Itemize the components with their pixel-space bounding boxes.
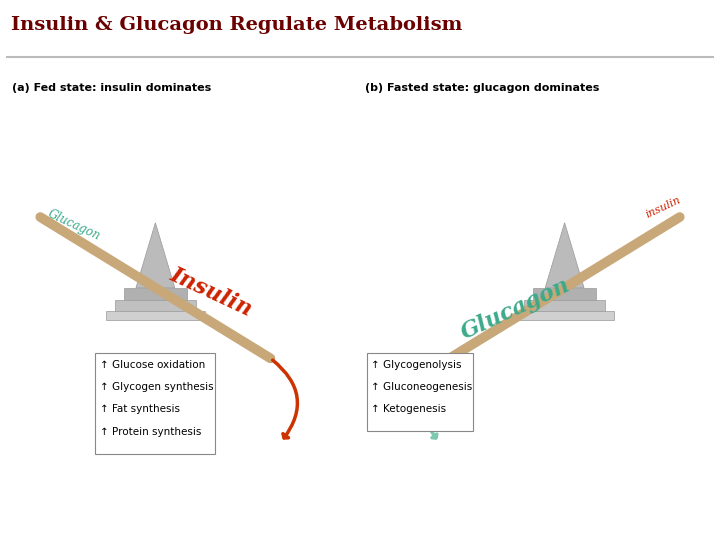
Bar (124, 288, 187, 301)
Text: Glucagon: Glucagon (458, 275, 574, 345)
Text: insulin: insulin (644, 194, 682, 219)
Bar (114, 300, 196, 312)
Text: Insulin & Glucagon Regulate Metabolism: Insulin & Glucagon Regulate Metabolism (11, 16, 462, 34)
Text: (b) Fasted state: glucagon dominates: (b) Fasted state: glucagon dominates (365, 83, 600, 93)
Polygon shape (136, 222, 175, 288)
Text: ↑ Fat synthesis: ↑ Fat synthesis (99, 404, 179, 414)
Bar (106, 311, 204, 320)
Bar (524, 300, 606, 312)
Text: Glucagon: Glucagon (45, 207, 102, 244)
Text: ↑ Glucose oxidation: ↑ Glucose oxidation (99, 360, 205, 370)
Bar (516, 311, 614, 320)
Text: ↑ Glycogen synthesis: ↑ Glycogen synthesis (99, 382, 213, 392)
Text: (a) Fed state: insulin dominates: (a) Fed state: insulin dominates (12, 83, 212, 93)
Text: ↑ Protein synthesis: ↑ Protein synthesis (99, 427, 201, 436)
Polygon shape (545, 222, 584, 288)
Bar (367, 353, 473, 431)
Bar (533, 288, 596, 301)
Text: ↑ Glycogenolysis: ↑ Glycogenolysis (372, 360, 462, 370)
Text: Insulin: Insulin (166, 263, 255, 320)
Bar (95, 353, 215, 454)
Text: ↑ Gluconeogenesis: ↑ Gluconeogenesis (372, 382, 472, 392)
Text: ↑ Ketogenesis: ↑ Ketogenesis (372, 404, 446, 414)
